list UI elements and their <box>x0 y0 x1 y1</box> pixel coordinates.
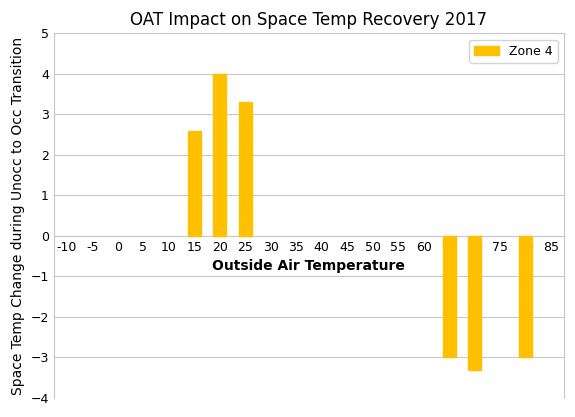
Legend: Zone 4: Zone 4 <box>469 40 558 63</box>
Title: OAT Impact on Space Temp Recovery 2017: OAT Impact on Space Temp Recovery 2017 <box>131 11 488 29</box>
Bar <box>188 131 201 236</box>
Bar <box>519 236 532 357</box>
Bar <box>213 74 226 236</box>
Bar <box>468 236 481 369</box>
Y-axis label: Space Temp Change during Unocc to Occ Transition: Space Temp Change during Unocc to Occ Tr… <box>11 37 25 395</box>
Bar <box>443 236 455 357</box>
X-axis label: Outside Air Temperature: Outside Air Temperature <box>212 259 405 273</box>
Bar <box>239 102 251 236</box>
